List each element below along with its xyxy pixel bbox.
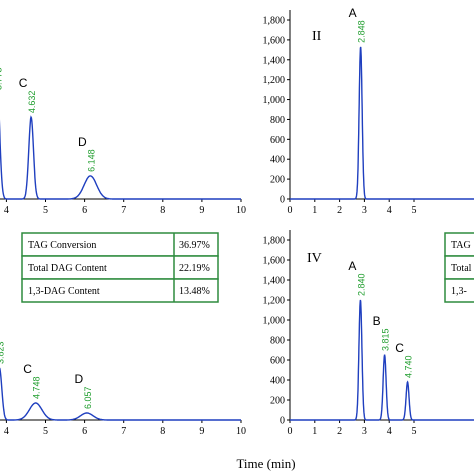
y-tick-label: 1,800 xyxy=(263,16,286,27)
y-tick-label: 1,000 xyxy=(263,316,286,327)
x-tick-label: 5 xyxy=(412,205,417,216)
y-tick-label: 1,600 xyxy=(263,35,286,46)
x-tick-label: 7 xyxy=(121,426,126,437)
x-tick-label: 9 xyxy=(199,426,204,437)
y-tick-label: 0 xyxy=(280,195,285,206)
peak-rt-label: 3.815 xyxy=(381,328,391,351)
y-tick-label: 1,400 xyxy=(263,55,286,66)
table-cell-label: Total DAG Content xyxy=(28,263,107,274)
table-cell-label: TAG xyxy=(451,240,471,251)
peak-letter: A xyxy=(348,259,356,273)
series-trace xyxy=(0,115,241,200)
x-tick-label: 8 xyxy=(160,426,165,437)
result-table: TAG Conversion 36.97% Total DAG Content 22.… xyxy=(21,232,219,303)
x-tick-label: 4 xyxy=(4,426,9,437)
peak-rt-label: 2.848 xyxy=(357,20,367,43)
peak-rt-label: 3.823 xyxy=(0,341,5,364)
peak-letter: C xyxy=(395,341,404,355)
x-tick-label: 4 xyxy=(4,205,9,216)
panel-label: IV xyxy=(307,251,322,266)
x-tick-label: 5 xyxy=(43,205,48,216)
x-tick-label: 8 xyxy=(160,205,165,216)
x-tick-label: 0 xyxy=(288,205,293,216)
table-cell-value: 22.19% xyxy=(179,263,210,274)
peak-rt-label: 3.773 xyxy=(0,67,4,90)
peak-letter: B xyxy=(373,314,381,328)
table-cell-label: Total xyxy=(451,263,472,274)
peak-rt-label: 4.748 xyxy=(32,376,42,399)
x-tick-label: 2 xyxy=(337,205,342,216)
panel-II: 0 200 400 600 800 1,000 1,200 1,400 1,600 1,800 0 1… xyxy=(263,6,474,216)
y-tick-label: 1,800 xyxy=(263,236,286,247)
x-tick-label: 9 xyxy=(199,205,204,216)
y-tick-label: 1,600 xyxy=(263,256,286,267)
peak-letter: A xyxy=(349,6,357,20)
series-trace xyxy=(0,367,241,421)
peak-letter: C xyxy=(19,76,28,90)
series-trace xyxy=(290,299,474,421)
table-row xyxy=(21,278,219,303)
x-tick-label: 2 xyxy=(337,426,342,437)
x-tick-label: 3 xyxy=(362,426,367,437)
peak-rt-label: 6.148 xyxy=(86,149,96,172)
x-tick-label: 0 xyxy=(288,426,293,437)
x-tick-label: 10 xyxy=(236,205,246,216)
y-tick-label: 600 xyxy=(270,356,285,367)
y-tick-label: 1,200 xyxy=(263,296,286,307)
result-table: TAG Total 1,3- xyxy=(444,232,474,303)
peak-letter: C xyxy=(23,362,32,376)
y-tick-label: 800 xyxy=(270,115,285,126)
x-tick-label: 6 xyxy=(82,205,87,216)
panel-label: II xyxy=(312,29,322,44)
table-cell-label: 1,3- xyxy=(451,286,467,297)
table-row xyxy=(444,278,474,303)
y-tick-label: 0 xyxy=(280,416,285,427)
y-tick-label: 400 xyxy=(270,155,285,166)
x-tick-label: 4 xyxy=(387,426,392,437)
x-tick-label: 4 xyxy=(387,205,392,216)
panel-IV: 0 200 400 600 800 1,000 1,200 1,400 1,600 1,800 0 1… xyxy=(263,230,474,437)
x-tick-label: 5 xyxy=(43,426,48,437)
x-axis-title: Time (min) xyxy=(236,456,295,471)
x-tick-label: 10 xyxy=(236,426,246,437)
x-tick-label: 1 xyxy=(312,205,317,216)
table-cell-label: TAG Conversion xyxy=(28,240,96,251)
table-row xyxy=(444,255,474,280)
x-tick-label: 1 xyxy=(312,426,317,437)
peak-letter: D xyxy=(78,135,87,149)
series-trace xyxy=(290,46,474,200)
y-tick-label: 400 xyxy=(270,376,285,387)
peak-rt-label: 6.057 xyxy=(83,386,93,409)
peak-rt-label: 2.840 xyxy=(356,273,366,296)
y-tick-label: 1,000 xyxy=(263,95,286,106)
y-tick-label: 800 xyxy=(270,336,285,347)
y-tick-label: 200 xyxy=(270,175,285,186)
peak-rt-label: 4.632 xyxy=(27,91,37,114)
table-row xyxy=(444,232,474,257)
table-cell-label: 1,3-DAG Content xyxy=(28,286,100,297)
table-cell-value: 13.48% xyxy=(179,286,210,297)
y-tick-label: 600 xyxy=(270,135,285,146)
y-tick-label: 200 xyxy=(270,396,285,407)
x-tick-label: 3 xyxy=(362,205,367,216)
x-tick-label: 5 xyxy=(412,426,417,437)
x-tick-label: 7 xyxy=(121,205,126,216)
table-cell-value: 36.97% xyxy=(179,240,210,251)
peak-rt-label: 4.740 xyxy=(404,355,414,378)
peak-letter: D xyxy=(74,372,83,386)
y-tick-label: 1,400 xyxy=(263,276,286,287)
y-tick-label: 1,200 xyxy=(263,75,286,86)
x-tick-label: 6 xyxy=(82,426,87,437)
